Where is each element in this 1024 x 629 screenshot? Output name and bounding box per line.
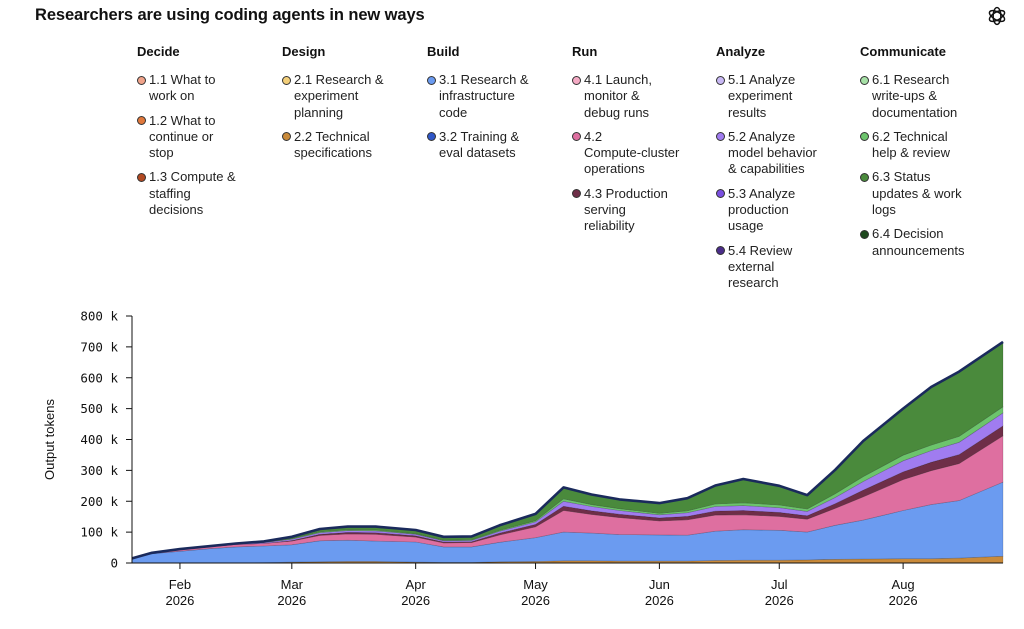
legend-item: 3.2 Training & eval datasets [427, 129, 567, 162]
openai-logo-icon [988, 6, 1006, 26]
legend-item: 5.1 Analyze experiment results [716, 72, 856, 121]
x-tick-label-month: Aug [892, 577, 915, 592]
x-tick-label-year: 2026 [765, 593, 794, 608]
legend-item: 6.4 Decision announcements [860, 226, 1000, 259]
legend-swatch [137, 116, 146, 126]
legend-swatch [860, 229, 869, 239]
y-tick-label: 700 k [80, 339, 118, 354]
chart-title: Researchers are using coding agents in n… [35, 6, 425, 24]
legend-group-title: Decide [137, 44, 180, 59]
legend-group-title: Run [572, 44, 598, 59]
y-tick-label: 200 k [80, 494, 118, 509]
y-tick-label: 300 k [80, 463, 118, 478]
legend-item: 5.3 Analyze production usage [716, 186, 856, 235]
x-tick-label-month: Feb [169, 577, 191, 592]
x-tick-label-month: Jul [771, 577, 788, 592]
legend-swatch [716, 246, 725, 256]
legend-label: 2.2 Technical specifications [294, 128, 373, 161]
legend-label: 6.3 Status updates & work logs [872, 169, 962, 218]
legend-group-analyze: Analyze 5.1 Analyze experiment results 5.2 A… [716, 44, 856, 300]
x-tick-label-year: 2026 [645, 593, 674, 608]
legend-label: 5.4 Review external research [728, 242, 793, 291]
legend-label: 6.1 Research write-ups & documentation [872, 72, 958, 120]
legend-swatch [716, 132, 725, 142]
legend-item: 1.3 Compute & staffing decisions [137, 169, 277, 218]
legend-label: 5.2 Analyze model behavior & capabilities [728, 128, 817, 177]
x-tick-label-month: Jun [649, 577, 670, 592]
legend-item: 6.2 Technical help & review [860, 129, 1000, 162]
y-tick-label: 600 k [80, 370, 118, 385]
legend-item: 6.3 Status updates & work logs [860, 169, 1000, 218]
legend-swatch [427, 132, 436, 142]
x-tick-label-year: 2026 [165, 593, 194, 608]
legend-swatch [860, 172, 869, 182]
legend-label: 6.4 Decision announcements [872, 226, 965, 258]
y-tick-label: 0 [110, 556, 118, 571]
legend-group-title: Communicate [860, 44, 946, 59]
legend-swatch [282, 75, 291, 85]
legend-item: 2.2 Technical specifications [282, 129, 422, 162]
area-series-5 [131, 412, 1004, 559]
legend-label: 1.2 What to continue or stop [149, 112, 216, 161]
legend-swatch [860, 132, 869, 142]
legend-label: 2.1 Research & experiment planning [294, 72, 384, 120]
legend-item: 3.1 Research & infrastructure code [427, 72, 567, 121]
legend-item: 4.2 Compute-cluster operations [572, 129, 712, 178]
legend-item: 5.4 Review external research [716, 243, 856, 292]
legend-group-design: Design 2.1 Research & experiment planning 2.… [282, 44, 422, 169]
y-tick-label: 400 k [80, 432, 118, 447]
legend-group-build: Build 3.1 Research & infrastructure code 3.2… [427, 44, 567, 169]
legend-item: 6.1 Research write-ups & documentation [860, 72, 1000, 121]
y-axis-label: Output tokens [42, 399, 57, 480]
x-tick-label-year: 2026 [401, 593, 430, 608]
legend-item: 4.1 Launch, monitor & debug runs [572, 72, 712, 121]
legend-item: 4.3 Production serving reliability [572, 186, 712, 235]
x-tick-label-month: Apr [406, 577, 427, 592]
legend-label: 1.3 Compute & staffing decisions [149, 169, 236, 218]
legend-label: 3.2 Training & eval datasets [439, 128, 520, 161]
legend-group-title: Analyze [716, 44, 766, 59]
legend-swatch [137, 172, 146, 182]
area-series-4 [131, 425, 1004, 559]
legend-swatch [572, 189, 581, 199]
legend-label: 5.3 Analyze production usage [728, 185, 796, 234]
legend-item: 1.2 What to continue or stop [137, 113, 277, 162]
legend-swatch [282, 132, 291, 142]
legend-swatch [572, 75, 581, 85]
y-tick-label: 500 k [80, 401, 118, 416]
x-tick-label-year: 2026 [889, 593, 918, 608]
stacked-area-chart: 0 100 k 200 k 300 k 400 k 500 k 600 k 700 k 800 … [42, 309, 1004, 608]
legend-group-title: Build [427, 44, 460, 59]
legend-label: 4.1 Launch, monitor & debug runs [584, 72, 652, 120]
legend-group-communicate: Communicate 6.1 Research write-ups & docume… [860, 44, 1000, 267]
legend-item: 5.2 Analyze model behavior & capabilities [716, 129, 856, 178]
legend-label: 6.2 Technical help & review [872, 128, 951, 161]
legend-item: 2.1 Research & experiment planning [282, 72, 422, 121]
legend-label: 4.2 Compute-cluster operations [584, 128, 680, 177]
x-tick-label-month: May [523, 577, 548, 592]
legend-swatch [716, 75, 725, 85]
legend-swatch [860, 75, 869, 85]
legend-group-run: Run 4.1 Launch, monitor & debug runs 4.2 Comp… [572, 44, 712, 243]
legend-group-decide: Decide 1.1 What to work on 1.2 What to conti… [137, 44, 277, 226]
x-tick-label-month: Mar [281, 577, 304, 592]
legend-swatch [427, 75, 436, 85]
legend-swatch [716, 189, 725, 199]
y-tick-label: 100 k [80, 525, 118, 540]
legend-label: 1.1 What to work on [149, 72, 216, 104]
legend-swatch [137, 75, 146, 85]
legend-item: 1.1 What to work on [137, 72, 277, 105]
legend-swatch [572, 132, 581, 142]
y-tick-label: 800 k [80, 309, 118, 324]
legend-group-title: Design [282, 44, 326, 59]
x-tick-label-year: 2026 [277, 593, 306, 608]
legend-label: 3.1 Research & infrastructure code [439, 72, 529, 120]
legend-label: 4.3 Production serving reliability [584, 185, 668, 234]
x-tick-label-year: 2026 [521, 593, 550, 608]
total-outline [131, 340, 1004, 560]
legend-label: 5.1 Analyze experiment results [728, 72, 796, 120]
